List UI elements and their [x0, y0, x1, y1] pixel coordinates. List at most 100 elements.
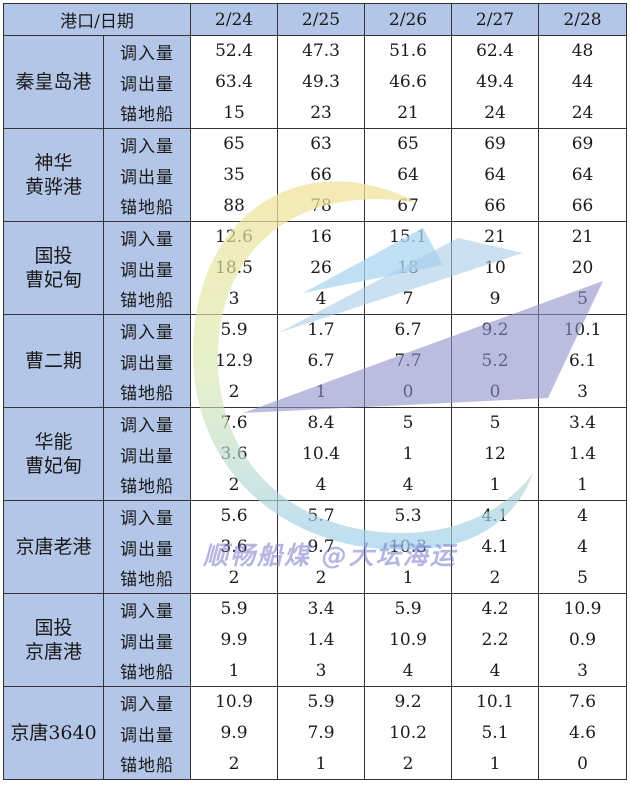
value-cell: 6.7: [364, 314, 453, 346]
value-cell: 12.6: [190, 221, 279, 253]
port-name-cell: 华能 曹妃甸: [3, 407, 104, 501]
value-cell: 63.4: [190, 66, 279, 98]
value-cell: 88: [190, 190, 279, 222]
table-row: 调出量 35 66 64 64 64: [4, 159, 628, 191]
value-cell: 20: [538, 252, 628, 284]
port-name-cell: 京唐老港: [3, 500, 104, 594]
value-cell: 15.1: [364, 221, 453, 253]
header-row: 港口/日期 2/24 2/25 2/26 2/27 2/28: [2, 3, 628, 36]
port-name-line: 京唐老港: [15, 536, 92, 558]
port-name-line: 京唐港: [24, 641, 82, 663]
table-row: 秦皇岛港 调入量 52.4 47.3 51.6 62.4 48: [3, 35, 628, 129]
metric-label: 调入量: [102, 221, 192, 253]
value-cell: 5.6: [190, 500, 279, 532]
value-cell: 5.2: [451, 345, 540, 377]
value-cell: 2: [364, 748, 453, 780]
metric-label: 调入量: [102, 128, 192, 160]
value-cell: 1.7: [277, 314, 366, 346]
metric-label: 锚地船: [102, 469, 192, 501]
value-cell: 66: [277, 159, 366, 191]
value-cell: 26: [277, 252, 366, 284]
table-row: 国投 曹妃甸 调入量 12.6 16 15.1 21 21: [3, 221, 628, 315]
value-cell: 4: [538, 500, 628, 532]
value-cell: 47.3: [277, 35, 366, 67]
value-cell: 2: [190, 562, 279, 594]
value-cell: 0: [538, 748, 628, 780]
value-cell: 5: [538, 283, 628, 315]
value-cell: 49.3: [277, 66, 366, 98]
table-row: 国投 京唐港 调入量 5.9 3.4 5.9 4.2 10.9: [3, 593, 628, 687]
port-name-cell: 国投 曹妃甸: [3, 221, 104, 315]
table-row: 华能 曹妃甸 调入量 7.6 8.4 5 5 3.4: [3, 407, 628, 501]
value-cell: 9.9: [190, 624, 279, 656]
value-cell: 64: [364, 159, 453, 191]
table-body: 秦皇岛港 调入量 52.4 47.3 51.6 62.4 48 调出量 63.4 49.3 46.6…: [3, 35, 628, 780]
value-cell: 49.4: [451, 66, 540, 98]
header-date: 2/28: [538, 3, 628, 36]
table-row: 锚地船 2 1 2 1 0: [4, 748, 628, 780]
value-cell: 8.4: [277, 407, 366, 439]
value-cell: 0.9: [538, 624, 628, 656]
port-name-line: 曹二期: [24, 350, 82, 372]
value-cell: 10.1: [538, 314, 628, 346]
metric-label: 调出量: [102, 531, 192, 563]
value-cell: 65: [190, 128, 279, 160]
value-cell: 5.9: [364, 593, 453, 625]
value-cell: 3.6: [190, 531, 279, 563]
metric-label: 调出量: [102, 252, 192, 284]
value-cell: 4: [451, 655, 540, 687]
value-cell: 24: [451, 97, 540, 129]
value-cell: 6.1: [538, 345, 628, 377]
value-cell: 10.9: [190, 686, 279, 718]
value-cell: 2: [190, 376, 279, 408]
value-cell: 7: [364, 283, 453, 315]
port-coal-table-sheet: 港口/日期 2/24 2/25 2/26 2/27 2/28 秦皇岛港 调入量 52…: [2, 3, 628, 781]
value-cell: 78: [277, 190, 366, 222]
table-row: 曹二期 调入量 5.9 1.7 6.7 9.2 10.1: [3, 314, 628, 408]
value-cell: 5: [364, 407, 453, 439]
value-cell: 9.2: [451, 314, 540, 346]
value-cell: 4: [277, 469, 366, 501]
metric-label: 调出量: [102, 438, 192, 470]
metric-label: 调出量: [102, 345, 192, 377]
value-cell: 5.9: [190, 593, 279, 625]
metric-label: 调入量: [102, 407, 192, 439]
value-cell: 52.4: [190, 35, 279, 67]
value-cell: 6.7: [277, 345, 366, 377]
port-name-line: 华能: [34, 431, 73, 453]
value-cell: 5.7: [277, 500, 366, 532]
table-row: 京唐3640 调入量 10.9 5.9 9.2 10.1 7.6: [3, 686, 628, 780]
value-cell: 9: [451, 283, 540, 315]
metric-label: 锚地船: [102, 655, 192, 687]
value-cell: 1: [277, 376, 366, 408]
value-cell: 4: [538, 531, 628, 563]
value-cell: 12: [451, 438, 540, 470]
port-name-line: 国投: [34, 245, 73, 267]
table-row: 神华 黄骅港 调入量 65 63 65 69 69: [3, 128, 628, 222]
value-cell: 62.4: [451, 35, 540, 67]
value-cell: 3: [277, 655, 366, 687]
value-cell: 1: [364, 562, 453, 594]
metric-label: 调入量: [102, 500, 192, 532]
value-cell: 7.6: [538, 686, 628, 718]
value-cell: 10.2: [364, 717, 453, 749]
value-cell: 0: [364, 376, 453, 408]
value-cell: 4: [364, 655, 453, 687]
value-cell: 2: [190, 748, 279, 780]
metric-label: 调出量: [102, 717, 192, 749]
value-cell: 51.6: [364, 35, 453, 67]
port-name-line: 国投: [34, 617, 73, 639]
value-cell: 1: [190, 655, 279, 687]
port-name-line: 神华: [34, 152, 73, 174]
port-coal-table: 港口/日期 2/24 2/25 2/26 2/27 2/28 秦皇岛港 调入量 52…: [2, 3, 628, 780]
port-name-cell: 秦皇岛港: [3, 35, 104, 129]
value-cell: 5.9: [277, 686, 366, 718]
value-cell: 65: [364, 128, 453, 160]
value-cell: 3: [190, 283, 279, 315]
metric-label: 调出量: [102, 624, 192, 656]
value-cell: 1: [451, 469, 540, 501]
value-cell: 1.4: [277, 624, 366, 656]
port-name-line: 曹妃甸: [24, 455, 82, 477]
value-cell: 3.4: [538, 407, 628, 439]
table-row: 调出量 9.9 7.9 10.2 5.1 4.6: [4, 717, 628, 749]
